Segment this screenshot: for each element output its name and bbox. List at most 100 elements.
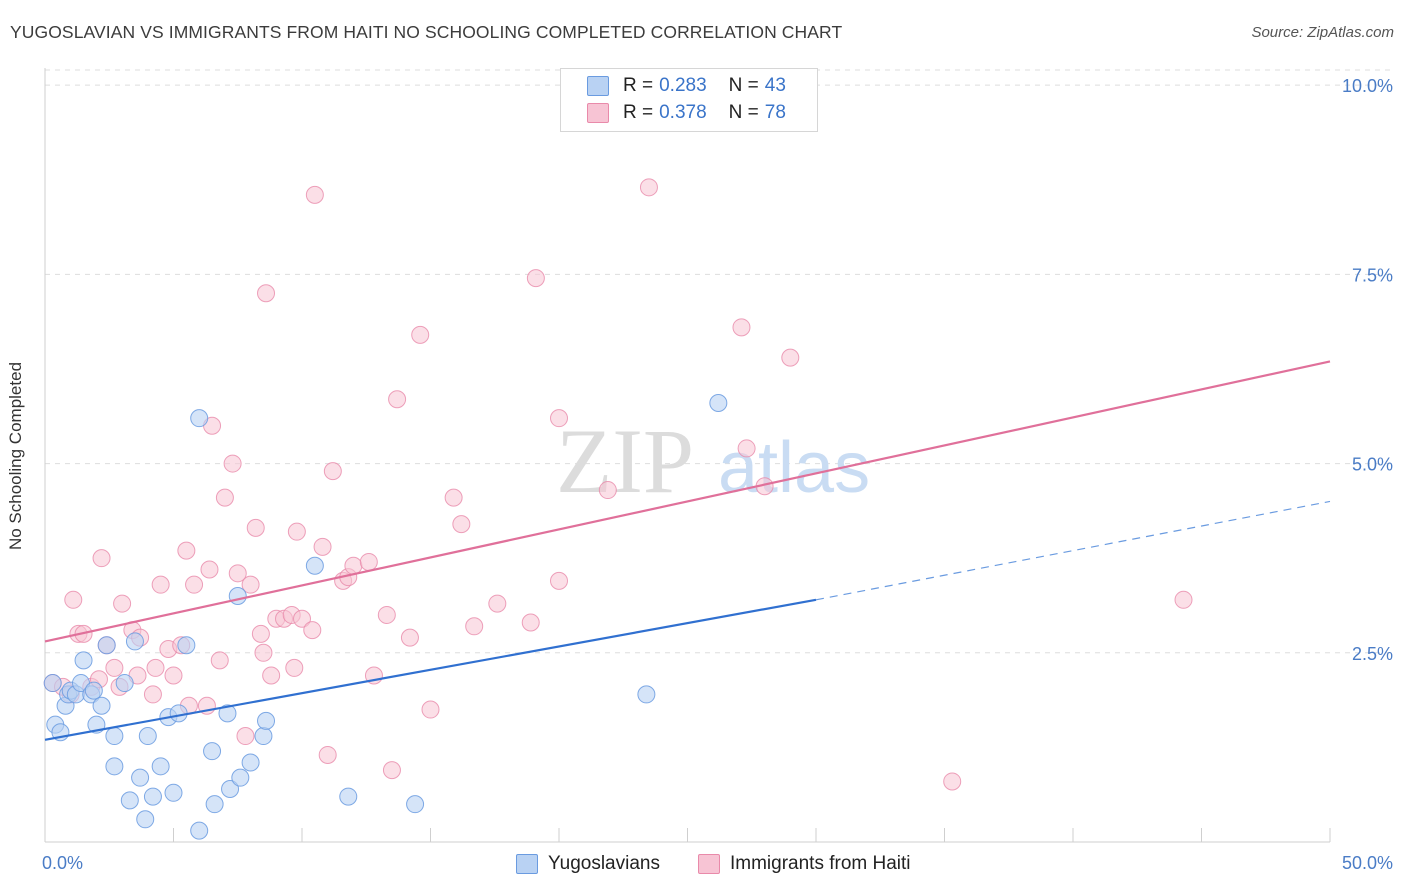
yugo-point <box>84 681 103 700</box>
haiti-point <box>444 488 463 507</box>
haiti-point <box>1174 590 1193 609</box>
haiti-point <box>164 666 183 685</box>
legend-n-value: 43 <box>764 75 786 96</box>
haiti-point <box>943 772 962 791</box>
haiti-point <box>215 488 234 507</box>
haiti-point <box>285 658 304 677</box>
yugo-point <box>105 727 124 746</box>
yugo-point <box>190 821 209 840</box>
yugo-point <box>709 394 728 413</box>
y-axis-label: No Schooling Completed <box>6 361 25 551</box>
haiti-point <box>246 518 265 537</box>
haiti-point <box>400 628 419 647</box>
yugo-point <box>125 632 144 651</box>
haiti-point <box>318 745 337 764</box>
haiti-point <box>303 621 322 640</box>
yugo-point <box>637 685 656 704</box>
haiti-point <box>293 609 311 628</box>
source-label: Source: ZipAtlas.com <box>1251 24 1394 41</box>
x-tick-label: 0.0% <box>42 853 83 873</box>
trend-lines <box>44 360 1331 741</box>
y-tick-label: 2.5% <box>1352 644 1393 664</box>
yugo-point <box>169 704 188 723</box>
yugo-point <box>131 768 150 787</box>
haiti-point <box>105 658 124 677</box>
watermark-zip: ZIP <box>556 410 694 512</box>
bottom-legend-swatch-pink <box>698 854 720 874</box>
bottom-legend-label: Yugoslavians <box>548 853 660 874</box>
haiti-trend-line <box>44 360 1331 643</box>
yugo-point <box>164 783 183 802</box>
haiti-point <box>287 522 306 541</box>
legend-n-label: N = <box>728 102 759 123</box>
yugo-point <box>241 753 260 772</box>
yugo-point <box>43 674 62 693</box>
haiti-point <box>254 643 273 662</box>
haiti-point <box>210 651 229 670</box>
haiti-point <box>781 348 800 367</box>
yugo-point <box>221 780 240 799</box>
legend-n-label: N = <box>728 75 759 96</box>
haiti-point <box>223 454 242 473</box>
legend-row-yugoslavians: R = 0.283 N = 43 <box>587 73 786 99</box>
haiti-point <box>200 560 219 579</box>
haiti-point <box>257 284 276 303</box>
y-tick-label: 5.0% <box>1352 455 1393 475</box>
haiti-point <box>262 666 281 685</box>
haiti-point <box>388 390 407 409</box>
yugo-point <box>254 727 273 746</box>
yugo-point <box>339 787 358 806</box>
haiti-point <box>251 624 270 643</box>
legend-r-label: R = <box>623 75 654 96</box>
bottom-legend-yugoslavians: Yugoslavians <box>516 852 660 876</box>
yugo-point <box>177 636 196 655</box>
haiti-point <box>241 575 260 594</box>
haiti-point <box>344 556 363 575</box>
haiti-point <box>465 617 484 636</box>
yugo-point <box>143 787 162 806</box>
yugo-point <box>105 757 124 776</box>
yugo-point <box>190 409 209 428</box>
yugo-point <box>138 727 157 746</box>
haiti-point <box>526 269 545 288</box>
haiti-point <box>732 318 751 337</box>
haiti-point <box>313 537 332 556</box>
yugo-point <box>92 696 111 715</box>
yugo-point <box>115 674 134 693</box>
bottom-legend-haiti: Immigrants from Haiti <box>698 852 911 876</box>
watermark-atlas: atlas <box>718 428 870 508</box>
haiti-point <box>146 658 165 677</box>
haiti-point <box>550 571 568 590</box>
haiti-point <box>488 594 507 613</box>
haiti-point <box>382 761 401 780</box>
chart-title: YUGOSLAVIAN VS IMMIGRANTS FROM HAITI NO … <box>10 22 843 42</box>
yugo-point <box>151 757 170 776</box>
yugo-point <box>136 810 155 829</box>
haiti-point <box>421 700 440 719</box>
haiti-point <box>151 575 170 594</box>
legend-r-value: 0.378 <box>659 102 707 123</box>
yugo-point <box>228 587 247 606</box>
yugo-trend-extension <box>815 500 1331 601</box>
yugo-point <box>305 556 324 575</box>
yugo-point <box>205 795 224 814</box>
tick-labels: 2.5% 5.0% 7.5% 10.0% 0.0% 50.0% <box>42 76 1393 873</box>
haiti-point <box>598 481 617 500</box>
haiti-point <box>185 575 204 594</box>
yugo-points <box>43 394 728 840</box>
haiti-point <box>92 549 111 568</box>
axes <box>44 68 1331 843</box>
haiti-point <box>411 325 430 344</box>
haiti-point <box>64 590 83 609</box>
haiti-point <box>228 564 247 583</box>
haiti-point <box>521 613 540 632</box>
haiti-point <box>737 439 756 458</box>
haiti-point <box>236 727 255 746</box>
yugo-point <box>218 704 237 723</box>
yugo-point <box>74 651 93 670</box>
yugo-point <box>231 768 250 787</box>
yugo-point <box>257 711 276 730</box>
haiti-point <box>323 462 342 481</box>
haiti-point <box>452 515 471 534</box>
